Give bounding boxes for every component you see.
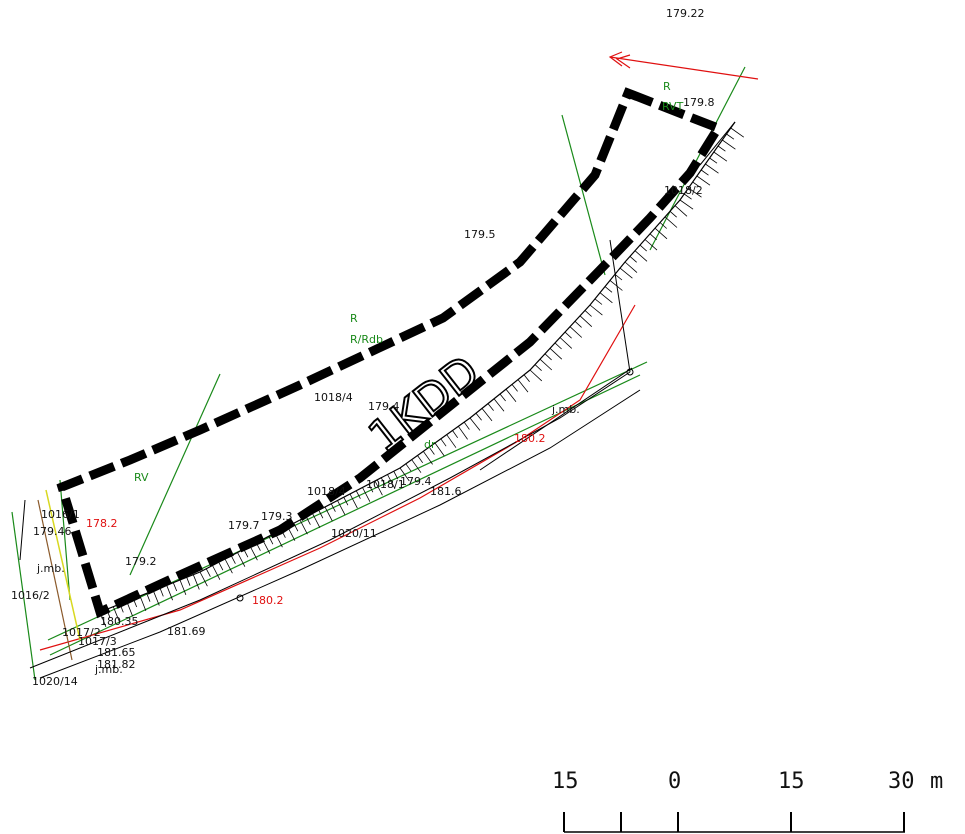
- land-use-label: R: [663, 80, 671, 93]
- scale-unit: m: [930, 769, 943, 794]
- note-label: j.mb.: [36, 562, 65, 575]
- parcel-number: 1020/11: [331, 527, 377, 540]
- green-lines: [11, 66, 746, 681]
- elevation-label: 179.7: [228, 519, 260, 532]
- elevation-label: 179.3: [261, 510, 293, 523]
- red-lines: [39, 51, 759, 651]
- elevation-label: 179.22: [666, 7, 705, 20]
- red-elevation-label: 180.2: [514, 432, 546, 445]
- elevation-label: 181.65: [97, 646, 136, 659]
- land-use-label: RV: [134, 471, 149, 484]
- plot-boundary: [56, 87, 725, 619]
- elevation-label: 181.82: [97, 658, 136, 671]
- survey-point: [236, 594, 244, 602]
- brown-line: [37, 499, 73, 661]
- parcel-number: 1020/14: [32, 675, 78, 688]
- parcel-number: 1016/2: [11, 589, 50, 602]
- red-elevation-label: 180.2: [252, 594, 284, 607]
- scale-bar: 15 0 15 30 m: [552, 769, 943, 833]
- elevation-label: 180.35: [100, 615, 139, 628]
- note-label: j.mb.: [94, 663, 123, 676]
- scale-tick-label: 30: [888, 769, 915, 794]
- red-elevation-label: 178.2: [86, 517, 118, 530]
- survey-point: [626, 368, 634, 376]
- parcel-number: 1018/2: [664, 184, 703, 197]
- elevation-label: 179.4: [400, 475, 432, 488]
- elevation-label: 179.2: [125, 555, 157, 568]
- black-lines: [19, 121, 736, 679]
- parcel-number: 1016/1: [41, 508, 80, 521]
- elevation-label: 179.5: [464, 228, 496, 241]
- scale-tick-label: 15: [778, 769, 805, 794]
- parcel-number: 1018/4: [314, 391, 353, 404]
- parcel-number: 1017/3: [78, 635, 117, 648]
- elevation-label: 179.8: [683, 96, 715, 109]
- land-use-label: RVT: [662, 100, 684, 113]
- land-use-label: R/Rdb: [350, 333, 383, 346]
- parcel-number: 1018/4: [307, 485, 346, 498]
- elevation-label: 181.69: [167, 625, 206, 638]
- elevation-label: 179.4: [368, 400, 400, 413]
- elevation-label: 181.6: [430, 485, 462, 498]
- land-use-label: R: [350, 312, 358, 325]
- parcel-number: 1017/2: [62, 626, 101, 639]
- note-label: j.mb.: [551, 403, 580, 416]
- scale-tick-label: 0: [668, 769, 681, 794]
- scale-tick-label: 15: [552, 769, 579, 794]
- elevation-label: 179.46: [33, 525, 72, 538]
- parcel-number: 1018/1: [366, 478, 405, 491]
- land-use-label: dr: [424, 438, 436, 451]
- yellow-line: [45, 489, 81, 641]
